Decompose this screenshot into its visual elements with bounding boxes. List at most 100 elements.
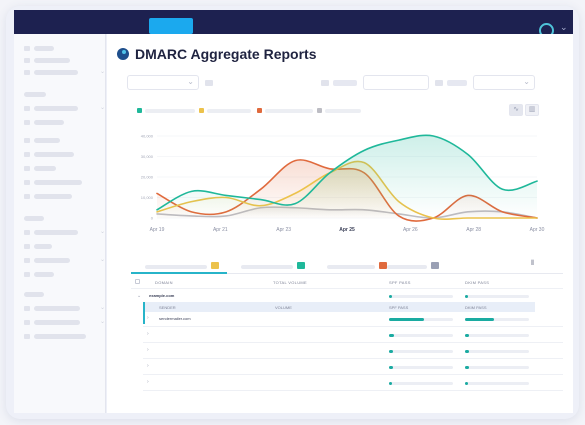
chevron-right-icon[interactable]: › bbox=[147, 379, 149, 385]
pass-rate-bar bbox=[389, 318, 453, 321]
sidebar-item[interactable] bbox=[34, 334, 86, 339]
page-title: DMARC Aggregate Reports bbox=[135, 46, 317, 62]
sidebar-item[interactable] bbox=[34, 46, 54, 51]
line-chart-icon[interactable]: ∿ bbox=[509, 104, 523, 116]
sidebar-item[interactable] bbox=[34, 120, 64, 125]
pass-rate-bar bbox=[389, 350, 453, 353]
volume-chart: 40,000 30,000 20,000 10,000 0 Apr 19 Apr 21 Apr… bbox=[141, 134, 545, 234]
legend-swatch bbox=[257, 108, 262, 113]
x-tick-label: Apr 23 bbox=[276, 227, 291, 233]
sidebar-item[interactable] bbox=[34, 258, 70, 263]
tab-2[interactable] bbox=[241, 262, 307, 272]
pass-rate-fill bbox=[465, 382, 469, 385]
sidebar-icon bbox=[24, 244, 30, 249]
tab-3[interactable] bbox=[327, 262, 389, 272]
sender-name[interactable]: sendermailer.com bbox=[159, 316, 191, 321]
chevron-down-icon[interactable]: ⌄ bbox=[137, 293, 142, 299]
x-tick-label: Apr 28 bbox=[466, 227, 481, 233]
tab-1[interactable] bbox=[145, 262, 221, 272]
sidebar-icon bbox=[24, 180, 30, 185]
sidebar-item[interactable] bbox=[34, 180, 82, 185]
report-tabs bbox=[131, 260, 563, 274]
tab-label bbox=[145, 265, 207, 269]
sidebar-section-label bbox=[24, 216, 44, 221]
sidebar-icon bbox=[24, 306, 30, 311]
pass-rate-bar bbox=[465, 382, 529, 385]
filter-icon[interactable] bbox=[435, 80, 443, 86]
chevron-down-icon[interactable]: ⌄ bbox=[100, 229, 106, 235]
chevron-down-icon[interactable]: ⌄ bbox=[100, 305, 106, 311]
group-domain[interactable]: example.com bbox=[149, 293, 175, 298]
sub-column-header[interactable]: SPF PASS bbox=[389, 305, 409, 310]
sidebar-item[interactable] bbox=[34, 194, 72, 199]
sidebar-icon bbox=[24, 334, 30, 339]
pass-rate-fill bbox=[465, 295, 468, 298]
columns-icon[interactable]: ⫴ bbox=[531, 260, 534, 267]
date-range-select[interactable]: ⌄ bbox=[127, 75, 199, 90]
tab-count-badge bbox=[211, 262, 219, 269]
sidebar-section-label bbox=[24, 292, 44, 297]
sidebar-icon bbox=[24, 166, 30, 171]
chevron-down-icon[interactable]: ⌄ bbox=[560, 22, 568, 32]
filter-icon[interactable] bbox=[321, 80, 329, 86]
bar-chart-icon[interactable]: ▥ bbox=[525, 104, 539, 116]
series-area bbox=[157, 135, 537, 218]
sub-column-header[interactable]: DKIM PASS bbox=[465, 305, 487, 310]
sidebar-item[interactable] bbox=[34, 166, 56, 171]
pass-rate-fill bbox=[389, 318, 425, 321]
calendar-icon[interactable] bbox=[205, 80, 213, 86]
sidebar-item[interactable] bbox=[34, 106, 78, 111]
sidebar-item[interactable] bbox=[34, 306, 80, 311]
domain-select[interactable] bbox=[363, 75, 429, 90]
sidebar-icon bbox=[24, 152, 30, 157]
pass-rate-bar bbox=[465, 318, 529, 321]
pass-rate-fill bbox=[389, 295, 393, 298]
pass-rate-fill bbox=[465, 318, 494, 321]
sub-column-header[interactable]: VOLUME bbox=[275, 305, 292, 310]
y-tick-label: 40,000 bbox=[141, 134, 154, 139]
row-divider bbox=[143, 342, 563, 343]
row-divider bbox=[143, 326, 563, 327]
chevron-right-icon[interactable]: › bbox=[147, 347, 149, 353]
chevron-down-icon[interactable]: ⌄ bbox=[100, 69, 106, 75]
sidebar-item[interactable] bbox=[34, 272, 54, 277]
chevron-down-icon[interactable]: ⌄ bbox=[100, 319, 106, 325]
pass-rate-fill bbox=[389, 334, 395, 337]
y-tick-label: 20,000 bbox=[141, 175, 154, 180]
column-header[interactable]: SPF PASS bbox=[389, 280, 411, 285]
column-header[interactable]: DKIM PASS bbox=[465, 280, 490, 285]
sidebar-item[interactable] bbox=[34, 320, 80, 325]
chevron-right-icon[interactable]: › bbox=[147, 315, 149, 321]
pass-rate-bar bbox=[389, 295, 453, 298]
top-nav-accent-button[interactable] bbox=[149, 18, 193, 34]
chevron-down-icon[interactable]: ⌄ bbox=[100, 105, 106, 111]
legend-label bbox=[145, 109, 195, 113]
row-divider bbox=[131, 288, 563, 289]
chevron-right-icon[interactable]: › bbox=[147, 363, 149, 369]
select-all-checkbox[interactable] bbox=[135, 279, 140, 284]
pass-rate-fill bbox=[389, 350, 393, 353]
sidebar-item[interactable] bbox=[34, 152, 74, 157]
sidebar-item[interactable] bbox=[34, 230, 78, 235]
column-header[interactable]: TOTAL VOLUME bbox=[273, 280, 307, 285]
sidebar-item[interactable] bbox=[34, 244, 52, 249]
y-tick-label: 30,000 bbox=[141, 154, 154, 159]
sidebar-item[interactable] bbox=[34, 138, 60, 143]
dmarc-logo-icon bbox=[117, 48, 129, 60]
pass-rate-fill bbox=[389, 382, 393, 385]
main-content: DMARC Aggregate Reports ⌄ ⌄ ∿ ▥ 40,000 30… bbox=[107, 34, 573, 413]
top-navigation-bar: ⌄ bbox=[14, 10, 573, 38]
chevron-down-icon[interactable]: ⌄ bbox=[100, 257, 106, 263]
legend-swatch bbox=[137, 108, 142, 113]
row-divider bbox=[143, 358, 563, 359]
pass-rate-bar bbox=[465, 350, 529, 353]
column-header[interactable]: DOMAIN bbox=[155, 280, 173, 285]
chevron-right-icon[interactable]: › bbox=[147, 331, 149, 337]
sidebar-icon bbox=[24, 320, 30, 325]
sub-column-header[interactable]: SENDER bbox=[159, 305, 176, 310]
sidebar-item[interactable] bbox=[34, 58, 70, 63]
sidebar-item[interactable] bbox=[34, 70, 78, 75]
sidebar-icon bbox=[24, 46, 30, 51]
tab-4[interactable] bbox=[387, 262, 441, 272]
sender-select[interactable]: ⌄ bbox=[473, 75, 535, 90]
